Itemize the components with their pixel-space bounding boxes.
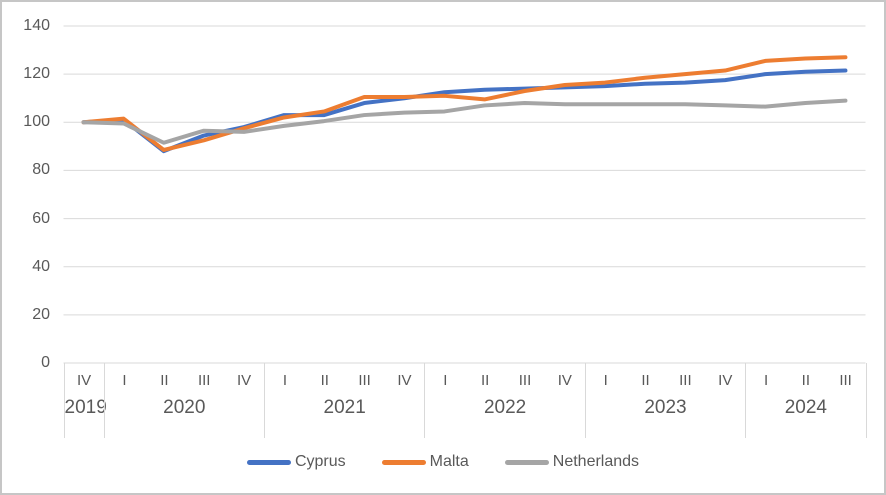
legend-swatch-netherlands — [504, 459, 549, 465]
x-axis-quarter-label: IV — [557, 372, 572, 389]
x-axis-group-2022: I II III IV 2022 — [424, 363, 584, 438]
x-axis-quarter-label: II — [320, 372, 329, 389]
x-axis-quarter-label: II — [480, 372, 490, 389]
series-lines — [81, 55, 848, 154]
legend-label-netherlands: Netherlands — [552, 453, 640, 470]
x-axis-quarter-row: I II III IV — [425, 363, 584, 389]
x-axis-group-2024: I II III 2024 — [745, 363, 865, 438]
x-axis-quarter-label: III — [679, 372, 692, 389]
legend-item-malta: Malta — [381, 453, 469, 471]
legend-label-malta: Malta — [429, 453, 469, 470]
x-axis-quarter-label: II — [801, 372, 810, 389]
x-axis-year-label: 2019 — [64, 397, 107, 418]
y-axis-tick-label: 80 — [32, 161, 50, 179]
x-axis-quarter-label: IV — [236, 372, 252, 389]
legend-swatch-malta — [381, 459, 426, 465]
x-axis-quarter-row: I II III IV — [105, 363, 264, 389]
x-axis-quarter-label: I — [282, 372, 287, 389]
y-axis-tick-label: 120 — [23, 65, 50, 83]
x-axis-group-2019: IV 2019 — [63, 363, 107, 438]
y-axis-tick-label: 60 — [32, 209, 50, 227]
x-axis-right-edge — [865, 363, 867, 438]
x-axis-quarter-label: IV — [397, 372, 412, 389]
x-axis-quarter-label: III — [839, 372, 852, 389]
x-axis-quarter-label: IV — [76, 372, 92, 389]
x-axis-quarter-row: IV — [65, 363, 104, 389]
legend-item-netherlands: Netherlands — [504, 453, 640, 471]
legend-swatch-cyprus — [246, 459, 291, 465]
series-line-cyprus — [81, 68, 848, 154]
legend: Cyprus Malta Netherlands — [2, 453, 884, 471]
x-axis-group-2020: I II III IV 2020 — [103, 363, 264, 438]
x-axis-quarter-label: III — [518, 372, 532, 389]
y-axis-tick-label: 20 — [32, 305, 50, 323]
x-axis-quarter-label: II — [641, 372, 650, 389]
x-axis-quarter-label: III — [358, 372, 371, 389]
x-axis-quarter-row: I II III — [746, 363, 865, 389]
x-axis-group-2023: I II III IV 2023 — [584, 363, 745, 438]
y-axis-tick-label: 140 — [23, 17, 50, 34]
x-axis-quarter-label: I — [603, 372, 608, 389]
gridlines — [63, 25, 866, 364]
x-axis-quarter-label: IV — [718, 372, 733, 389]
legend-item-cyprus: Cyprus — [246, 453, 346, 471]
x-axis-year-label: 2022 — [483, 397, 527, 418]
x-axis-quarter-row: I II III IV — [265, 363, 424, 389]
x-axis-quarter-label: I — [443, 372, 448, 389]
y-axis-tick-label: 40 — [32, 257, 50, 275]
series-line-malta — [81, 55, 848, 152]
x-axis-quarter-label: II — [160, 372, 169, 389]
x-axis-quarter-label: III — [197, 372, 211, 389]
x-axis-group-2021: I II III IV 2021 — [264, 363, 424, 438]
x-axis-year-label: 2023 — [644, 397, 687, 418]
x-axis-quarter-label: I — [763, 372, 769, 389]
y-axis-tick-label: 100 — [23, 113, 50, 131]
x-axis-year-label: 2024 — [784, 397, 827, 418]
x-axis-quarter-row: I II III IV — [586, 363, 745, 389]
legend-label-cyprus: Cyprus — [294, 453, 346, 470]
x-axis-year-label: 2020 — [163, 397, 206, 418]
y-axis-tick-label: 0 — [41, 354, 50, 371]
x-axis-quarter-label: I — [122, 372, 127, 389]
x-axis-year-label: 2021 — [323, 397, 366, 418]
series-line-netherlands — [81, 98, 848, 145]
